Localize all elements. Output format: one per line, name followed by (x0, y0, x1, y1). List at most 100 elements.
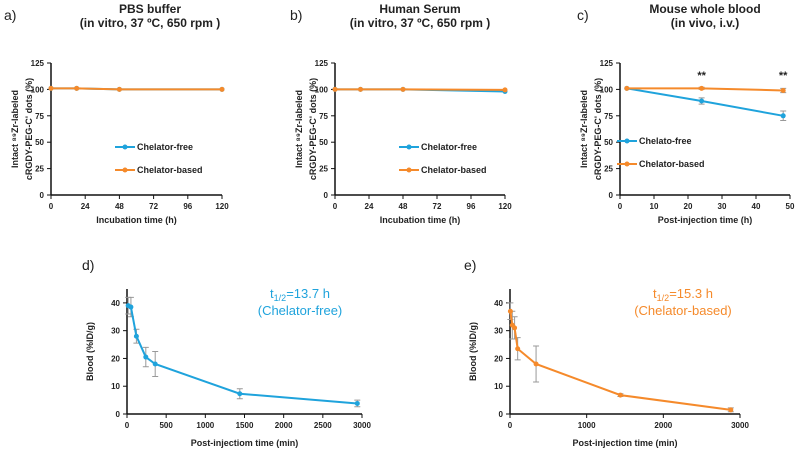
chart-title: (in vitro, 37 ºC, 650 rpm ) (80, 16, 220, 30)
x-tick-label: 0 (49, 202, 54, 211)
x-tick-label: 120 (498, 202, 512, 211)
data-point (780, 87, 786, 93)
x-axis-label: Incubation time (h) (380, 215, 461, 225)
y-tick-label: 30 (111, 327, 120, 336)
data-point (237, 391, 243, 397)
x-tick-label: 2500 (314, 421, 332, 430)
x-tick-label: 1000 (196, 421, 214, 430)
y-tick-label: 0 (324, 191, 329, 200)
y-tick-label: 100 (31, 85, 45, 94)
x-tick-label: 500 (159, 421, 173, 430)
significance-marker: ** (697, 70, 706, 82)
x-tick-label: 24 (81, 202, 90, 211)
chart-title: Mouse whole blood (649, 2, 760, 16)
legend-label: Chelator-based (421, 165, 487, 175)
data-point (128, 304, 134, 310)
half-life-value: =13.7 h (286, 286, 330, 301)
x-tick-label: 48 (399, 202, 408, 211)
legend-label: Chelator-free (137, 142, 193, 152)
chart-panel-e: e) 0 1000 2000 3000 0 10 20 30 40 Post-injection t… (464, 257, 749, 448)
x-tick-label: 96 (467, 202, 476, 211)
half-life-label: t1/2=13.7 h (270, 286, 330, 303)
y-tick-label: 75 (319, 112, 328, 121)
y-axis-label: Intact ⁸⁹Zr-labeled (294, 90, 304, 168)
significance-marker: ** (779, 70, 788, 82)
x-tick-label: 40 (752, 202, 761, 211)
data-point (48, 85, 54, 91)
x-axis-label: Post-injection time (min) (572, 438, 677, 448)
series-chelator-free (125, 296, 361, 408)
y-tick-label: 10 (494, 382, 503, 391)
x-axis-label: Incubation time (h) (96, 215, 177, 225)
y-tick-label: 50 (319, 138, 328, 147)
x-tick-label: 0 (333, 202, 338, 211)
y-axis-label: Blood (%ID/g) (468, 322, 478, 381)
chart-panel-b: b) Human Serum(in vitro, 37 ºC, 650 rpm )… (290, 2, 512, 225)
y-tick-label: 100 (600, 85, 614, 94)
legend-marker (122, 167, 128, 173)
x-tick-label: 0 (508, 421, 513, 430)
y-axis-label: Blood (%ID/g) (85, 322, 95, 381)
y-tick-label: 0 (116, 410, 121, 419)
y-tick-label: 0 (609, 191, 614, 200)
data-point (533, 361, 539, 367)
x-tick-label: 96 (183, 202, 192, 211)
data-point (502, 87, 508, 93)
chart-title: Human Serum (379, 2, 460, 16)
series-line (626, 87, 784, 117)
panel-label: b) (290, 7, 302, 23)
y-axis-label: cRGDY-PEG-C' dots (%) (308, 78, 318, 180)
y-axis-label: Intact ⁸⁹Zr-labeled (579, 90, 589, 168)
y-tick-label: 30 (494, 327, 503, 336)
y-tick-label: 125 (31, 59, 45, 68)
y-tick-label: 25 (35, 165, 44, 174)
data-point (116, 86, 122, 92)
y-axis-label: cRGDY-PEG-C' dots (%) (593, 78, 603, 180)
y-tick-label: 50 (604, 138, 613, 147)
series-chelator-based (332, 86, 508, 93)
data-point (400, 86, 406, 92)
data-point (507, 308, 513, 314)
y-tick-label: 50 (35, 138, 44, 147)
series-chelator-based (624, 85, 787, 94)
y-tick-label: 0 (499, 410, 504, 419)
y-tick-label: 100 (315, 85, 329, 94)
x-axis-label: Post-injection time (h) (658, 215, 753, 225)
legend-marker (406, 144, 412, 150)
chart-title: PBS buffer (119, 2, 181, 16)
y-tick-label: 20 (111, 354, 120, 363)
half-life-condition: (Chelator-based) (634, 303, 732, 318)
panel-label: a) (4, 7, 16, 23)
x-tick-label: 72 (433, 202, 442, 211)
x-tick-label: 2000 (275, 421, 293, 430)
y-tick-label: 25 (319, 165, 328, 174)
series-line (626, 87, 784, 92)
x-axis-label: Post-injectiom time (min) (191, 438, 299, 448)
x-tick-label: 30 (718, 202, 727, 211)
y-axis-label: cRGDY-PEG-C' dots (%) (24, 78, 34, 180)
x-tick-label: 48 (115, 202, 124, 211)
y-tick-label: 75 (604, 112, 613, 121)
panel-label: c) (577, 7, 589, 23)
data-point (74, 85, 80, 91)
legend-marker (624, 138, 630, 144)
legend-marker (406, 167, 412, 173)
panel-label: d) (82, 257, 94, 273)
x-tick-label: 2000 (654, 421, 672, 430)
data-point (332, 86, 338, 92)
x-tick-label: 72 (149, 202, 158, 211)
data-point (699, 85, 705, 91)
half-life-value: =15.3 h (669, 286, 713, 301)
x-tick-label: 24 (365, 202, 374, 211)
x-tick-label: 1500 (236, 421, 254, 430)
legend-marker (624, 161, 630, 167)
data-point (624, 85, 630, 91)
y-tick-label: 125 (600, 59, 614, 68)
series-chelato-free (624, 85, 787, 122)
y-tick-label: 75 (35, 112, 44, 121)
series-line (335, 88, 506, 91)
data-point (617, 392, 623, 398)
panel-label: e) (464, 257, 476, 273)
data-point (515, 346, 521, 352)
